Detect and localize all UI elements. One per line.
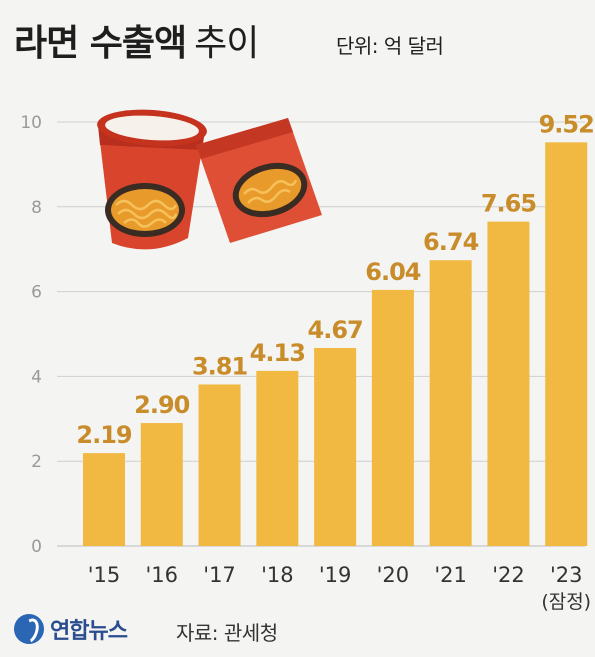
bar — [256, 370, 299, 546]
bar — [545, 142, 588, 547]
y-tick-label: 2 — [31, 452, 42, 472]
data-label: 6.74 — [423, 228, 479, 256]
title-sub: 추이 — [194, 23, 259, 64]
x-tick-label: '18 — [261, 563, 294, 587]
cup-noodle-icon — [97, 109, 207, 250]
data-label: 9.52 — [539, 110, 594, 138]
x-tick-label: '21 — [434, 563, 467, 587]
bar — [487, 221, 530, 546]
yonhap-logo-icon — [14, 614, 44, 644]
x-tick-label: '15 — [88, 563, 121, 587]
bar — [429, 260, 472, 546]
publisher-logo: 연합뉴스 — [14, 612, 128, 646]
bar — [371, 289, 414, 546]
x-tick-label: '22 — [492, 563, 525, 587]
chart-title: 라면 수출액 추이 — [14, 14, 259, 64]
x-tick-note: (잠정) — [541, 591, 591, 613]
data-label: 7.65 — [481, 190, 537, 218]
title-main: 라면 수출액 — [14, 23, 187, 64]
y-tick-label: 10 — [20, 113, 42, 133]
bar — [140, 423, 183, 546]
source-label: 자료: 관세청 — [176, 621, 278, 645]
x-tick-label: '19 — [319, 563, 352, 587]
data-label: 6.04 — [365, 258, 421, 286]
bar — [83, 453, 125, 546]
x-tick-label: '20 — [377, 563, 410, 587]
y-tick-label: 4 — [31, 367, 42, 387]
x-tick-label: '17 — [203, 563, 236, 587]
data-label: 4.67 — [308, 316, 363, 344]
noodle-illustration — [97, 109, 322, 250]
data-label: 2.19 — [76, 421, 132, 449]
data-label: 3.81 — [192, 352, 248, 380]
y-tick-label: 6 — [31, 283, 42, 303]
unit-label: 단위: 억 달러 — [336, 34, 444, 58]
x-tick-label: '23 — [550, 563, 583, 587]
bar — [314, 347, 357, 546]
y-tick-label: 0 — [31, 537, 42, 557]
x-tick-label: '16 — [146, 563, 179, 587]
y-tick-label: 8 — [31, 198, 42, 218]
noodle-pack-icon — [196, 118, 322, 243]
data-label: 4.13 — [250, 339, 305, 367]
bar — [198, 384, 241, 546]
data-label: 2.90 — [134, 391, 190, 419]
publisher-name: 연합뉴스 — [50, 619, 128, 644]
